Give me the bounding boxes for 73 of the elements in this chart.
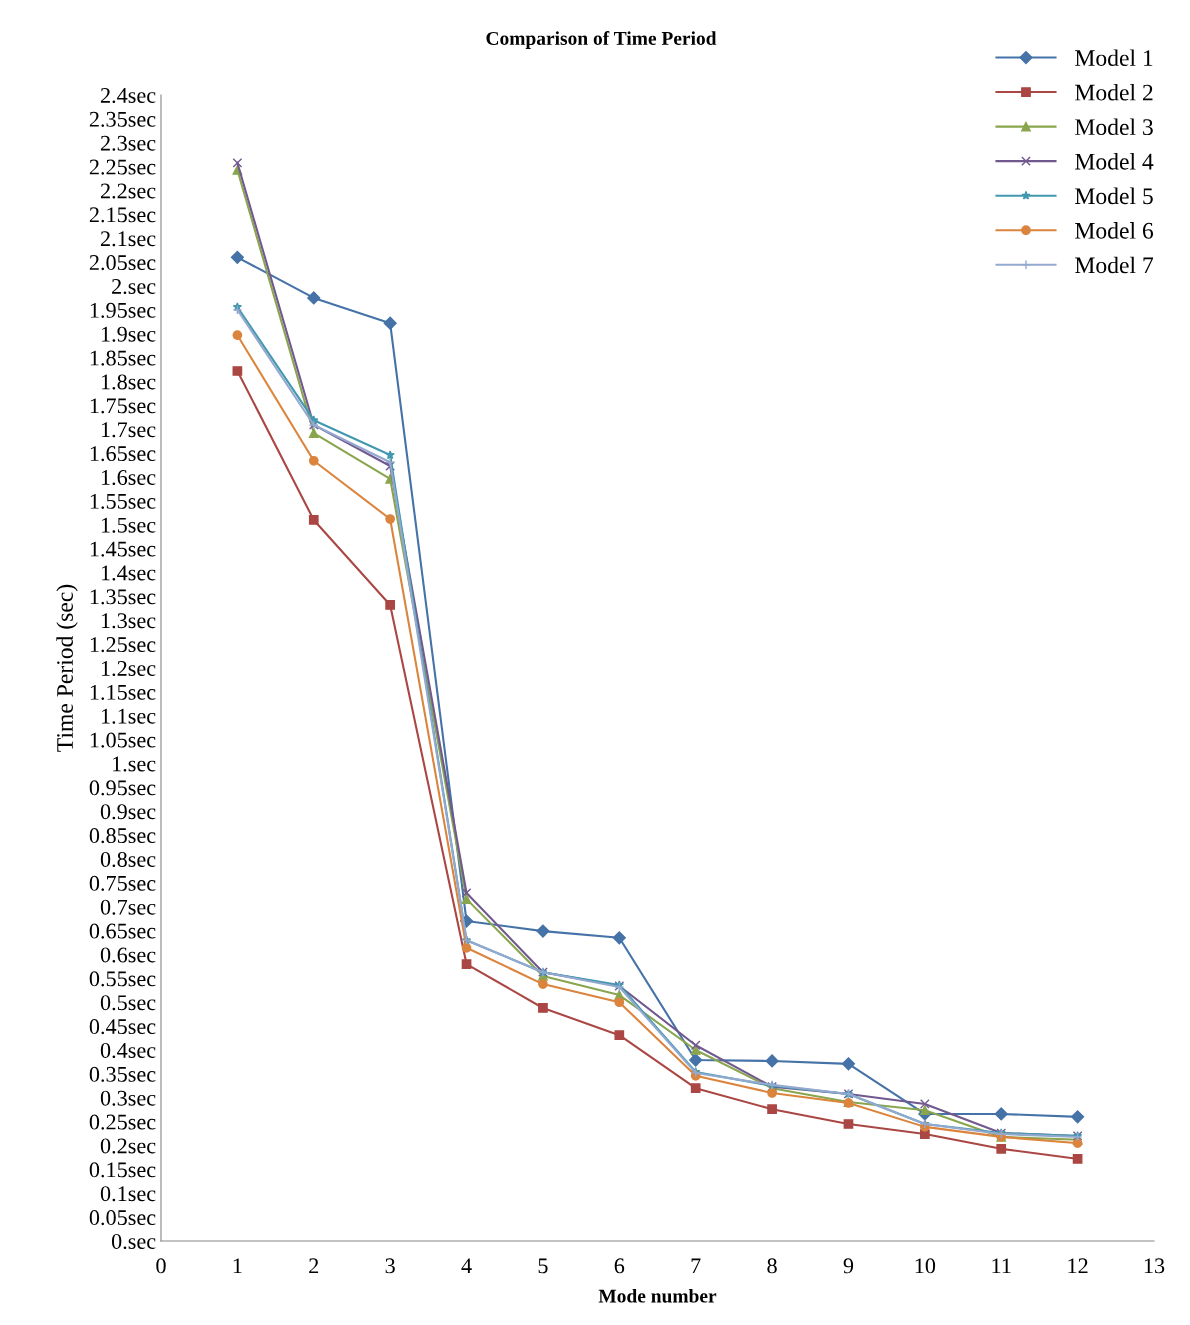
y-tick-label: 1.55sec xyxy=(90,493,156,509)
y-tick-label: 2.25sec xyxy=(89,159,156,175)
x-tick-label: 8 xyxy=(767,1258,777,1274)
legend-label: Model 3 xyxy=(1075,118,1153,136)
y-tick-label: 2.15sec xyxy=(89,207,156,223)
y-tick-label: 0.95sec xyxy=(89,780,156,796)
y-tick-label: 1.85sec xyxy=(90,350,156,366)
legend-label: Model 4 xyxy=(1075,153,1154,170)
y-tick-label: 1.9sec xyxy=(101,326,156,342)
y-tick-label: 1.95sec xyxy=(90,302,156,318)
y-tick-label: 2.4sec xyxy=(100,87,156,104)
legend-label: Model 1 xyxy=(1075,49,1153,67)
y-tick-label: 0.sec xyxy=(111,1233,156,1250)
y-tick-label: 0.3sec xyxy=(100,1090,156,1106)
y-tick-label: 0.75sec xyxy=(89,875,156,891)
x-axis-title: Mode number xyxy=(598,1288,717,1303)
y-axis-title: Time Period (sec) xyxy=(56,584,78,752)
y-tick-label: 1.25sec xyxy=(90,637,156,653)
x-tick-label: 3 xyxy=(385,1258,395,1274)
y-tick-label: 0.85sec xyxy=(89,828,156,844)
y-tick-label: 0.15sec xyxy=(89,1162,156,1178)
y-tick-label: 0.4sec xyxy=(100,1042,156,1059)
x-tick-label: 1 xyxy=(233,1258,242,1274)
y-tick-label: 0.55sec xyxy=(89,971,156,987)
y-tick-label: 0.45sec xyxy=(89,1019,156,1035)
y-tick-label: 1.4sec xyxy=(101,565,156,581)
x-tick-label: 12 xyxy=(1068,1258,1088,1274)
legend-label: Model 5 xyxy=(1075,187,1153,205)
legend-label: Model 2 xyxy=(1075,83,1153,101)
y-tick-label: 1.8sec xyxy=(101,374,156,390)
y-tick-label: 1.15sec xyxy=(90,684,156,700)
x-tick-label: 13 xyxy=(1144,1258,1165,1274)
x-tick-label: 9 xyxy=(843,1258,854,1274)
x-tick-label: 2 xyxy=(309,1258,319,1274)
y-tick-label: 2.05sec xyxy=(89,255,156,271)
y-tick-label: 0.25sec xyxy=(89,1114,156,1130)
chart-title: Comparison of Time Period xyxy=(486,31,717,49)
x-tick-label: 4 xyxy=(461,1258,472,1274)
x-tick-label: 0 xyxy=(156,1258,166,1274)
y-tick-label: 0.2sec xyxy=(100,1138,156,1154)
y-tick-label: 1.05sec xyxy=(90,732,156,748)
y-tick-label: 0.7sec xyxy=(100,899,156,915)
y-tick-label: 1.5sec xyxy=(101,517,156,533)
y-tick-label: 0.9sec xyxy=(100,804,156,820)
y-tick-label: 2.3sec xyxy=(100,135,156,151)
x-tick-label: 5 xyxy=(538,1258,548,1274)
y-tick-label: 1.7sec xyxy=(101,422,156,438)
y-tick-label: 2.35sec xyxy=(89,111,156,127)
y-tick-label: 1.75sec xyxy=(90,398,156,414)
y-tick-label: 0.05sec xyxy=(89,1210,156,1226)
y-tick-label: 0.6sec xyxy=(100,947,156,963)
x-tick-label: 7 xyxy=(691,1258,701,1274)
y-tick-label: 0.1sec xyxy=(100,1186,156,1202)
y-tick-label: 0.5sec xyxy=(100,995,156,1011)
y-tick-label: 0.65sec xyxy=(89,923,156,939)
legend-label: Model 6 xyxy=(1075,222,1154,239)
x-tick-label: 6 xyxy=(614,1258,625,1274)
y-tick-label: 1.65sec xyxy=(90,446,156,462)
y-tick-label: 2.2sec xyxy=(100,183,156,199)
y-tick-label: 1.sec xyxy=(113,756,156,772)
y-tick-label: 2.sec xyxy=(112,278,156,295)
x-tick-label: 11 xyxy=(992,1258,1011,1274)
y-tick-label: 1.6sec xyxy=(101,469,156,486)
y-tick-label: 0.35sec xyxy=(89,1066,156,1082)
y-tick-label: 1.45sec xyxy=(90,541,156,557)
y-tick-label: 1.1sec xyxy=(101,708,156,724)
x-tick-label: 10 xyxy=(915,1258,936,1274)
y-tick-label: 1.2sec xyxy=(101,660,156,677)
y-tick-label: 1.3sec xyxy=(101,613,156,629)
y-tick-label: 2.1sec xyxy=(100,231,156,247)
y-tick-label: 0.8sec xyxy=(100,851,156,868)
legend-label: Model 7 xyxy=(1075,256,1154,274)
y-tick-label: 1.35sec xyxy=(90,589,156,605)
